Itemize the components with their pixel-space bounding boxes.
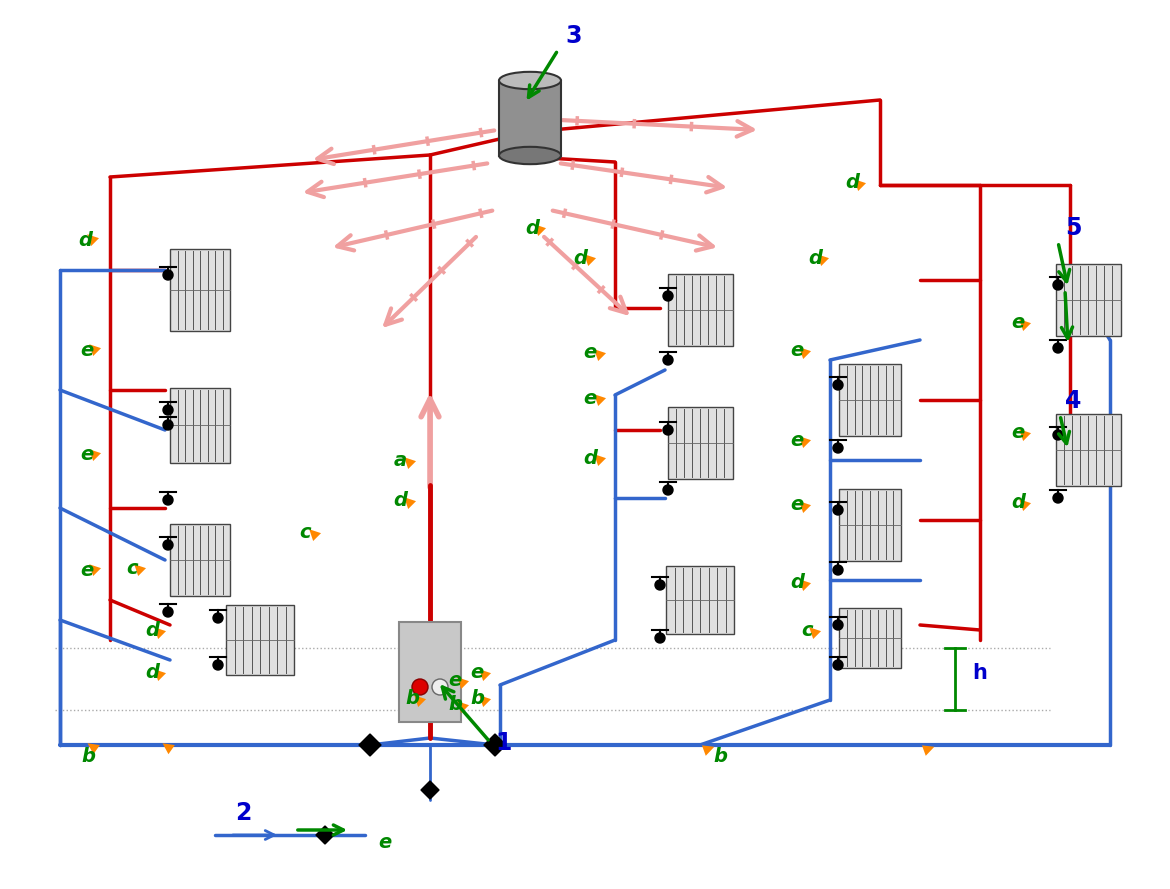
Circle shape: [833, 565, 844, 575]
Circle shape: [1053, 280, 1064, 290]
Circle shape: [655, 580, 665, 590]
Text: e: e: [81, 445, 94, 464]
Circle shape: [663, 425, 673, 435]
Text: b: b: [448, 695, 462, 715]
Text: d: d: [525, 219, 539, 237]
Text: b: b: [470, 688, 484, 708]
Text: e: e: [448, 670, 462, 690]
Circle shape: [163, 495, 173, 505]
Circle shape: [163, 270, 173, 280]
Bar: [839, 608, 901, 668]
Circle shape: [163, 607, 173, 617]
Text: d: d: [1011, 493, 1025, 512]
Bar: [1055, 264, 1121, 336]
Polygon shape: [316, 826, 333, 835]
Text: c: c: [300, 523, 311, 541]
Text: 3: 3: [565, 24, 581, 48]
Circle shape: [833, 660, 844, 670]
Text: d: d: [78, 230, 92, 250]
Polygon shape: [421, 790, 439, 799]
Circle shape: [163, 540, 173, 550]
Bar: [399, 622, 461, 722]
Circle shape: [163, 405, 173, 415]
Text: d: d: [145, 621, 159, 639]
Text: d: d: [845, 173, 859, 193]
Polygon shape: [421, 781, 439, 790]
Circle shape: [833, 443, 844, 453]
Text: 5: 5: [1065, 216, 1081, 240]
Circle shape: [1053, 343, 1064, 353]
Text: 1: 1: [495, 731, 511, 755]
Text: e: e: [378, 834, 392, 853]
Circle shape: [213, 660, 223, 670]
Bar: [170, 249, 230, 331]
Text: e: e: [584, 388, 597, 407]
Bar: [226, 605, 294, 675]
Text: d: d: [808, 249, 823, 268]
Circle shape: [655, 633, 665, 643]
Bar: [839, 364, 901, 436]
Text: d: d: [583, 448, 597, 468]
Text: e: e: [470, 662, 483, 682]
Text: e: e: [791, 340, 804, 359]
Text: h: h: [972, 663, 986, 683]
Text: 2: 2: [235, 801, 252, 825]
Text: c: c: [801, 621, 813, 639]
Text: d: d: [145, 662, 159, 682]
Circle shape: [1053, 493, 1064, 503]
Bar: [666, 566, 734, 634]
Text: b: b: [713, 748, 727, 766]
Text: d: d: [393, 491, 407, 509]
Circle shape: [663, 485, 673, 495]
Text: b: b: [81, 748, 95, 766]
Text: e: e: [791, 495, 804, 515]
Circle shape: [833, 620, 844, 630]
Bar: [668, 274, 732, 346]
Ellipse shape: [498, 72, 560, 89]
Circle shape: [213, 613, 223, 623]
Circle shape: [163, 420, 173, 430]
Text: e: e: [1011, 314, 1025, 332]
Text: d: d: [790, 573, 804, 592]
Text: a: a: [393, 451, 406, 469]
Text: c: c: [126, 558, 138, 578]
Circle shape: [412, 679, 428, 695]
Polygon shape: [316, 835, 333, 844]
Text: e: e: [81, 340, 94, 359]
Bar: [170, 388, 230, 462]
Bar: [668, 407, 732, 479]
Bar: [498, 81, 560, 156]
Text: d: d: [573, 249, 587, 268]
Text: 4: 4: [1065, 389, 1081, 413]
Bar: [170, 524, 230, 596]
Polygon shape: [484, 734, 505, 745]
Text: e: e: [584, 343, 597, 363]
Polygon shape: [359, 734, 381, 745]
Text: b: b: [405, 688, 419, 708]
Text: e: e: [791, 430, 804, 450]
Polygon shape: [359, 745, 381, 756]
Circle shape: [833, 380, 844, 390]
Circle shape: [432, 679, 448, 695]
Ellipse shape: [498, 147, 560, 164]
Circle shape: [833, 505, 844, 515]
Circle shape: [1053, 430, 1064, 440]
Text: e: e: [1011, 423, 1025, 443]
Polygon shape: [484, 745, 505, 756]
Text: e: e: [81, 560, 94, 580]
Bar: [1055, 414, 1121, 486]
Bar: [839, 489, 901, 561]
Circle shape: [663, 355, 673, 365]
Circle shape: [663, 291, 673, 301]
